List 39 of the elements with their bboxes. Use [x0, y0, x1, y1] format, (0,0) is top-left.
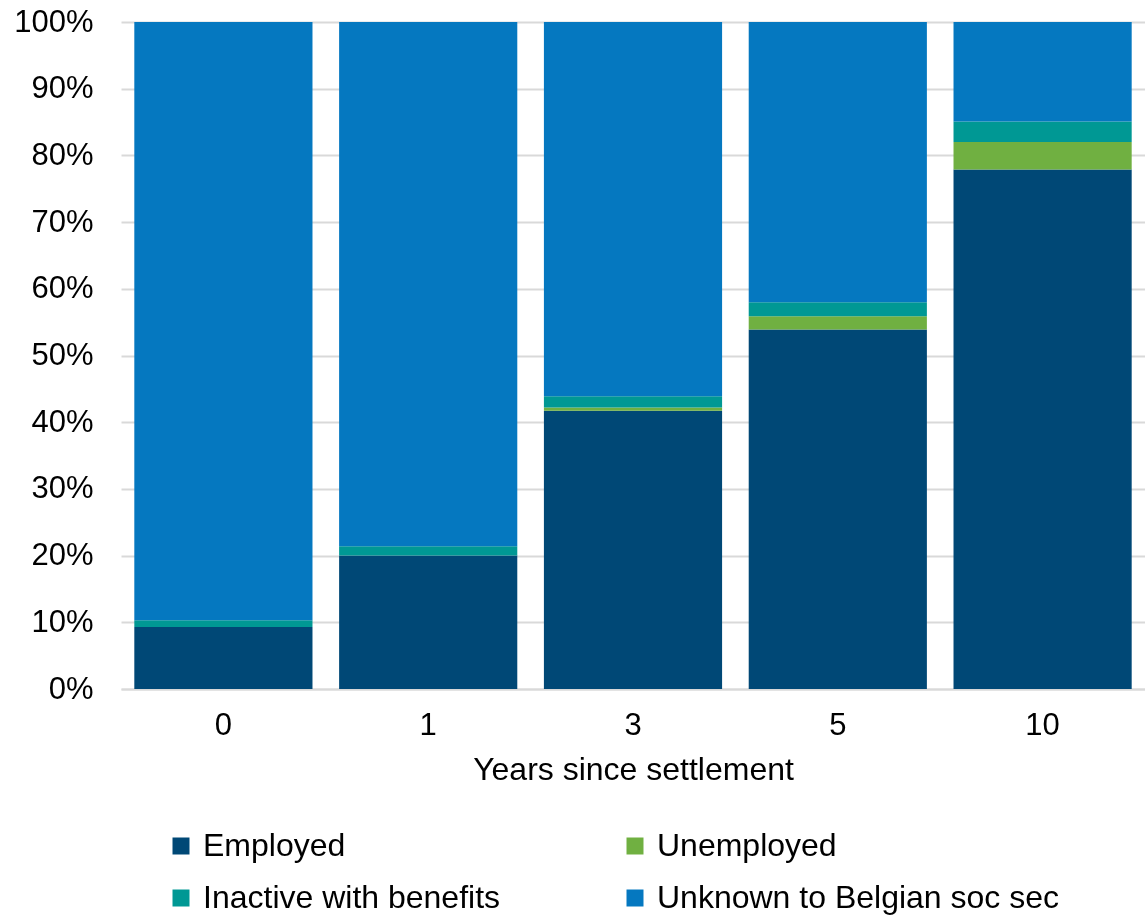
- bar: [134, 22, 313, 621]
- y-tick-label: 10%: [31, 603, 94, 639]
- y-tick-label: 30%: [31, 470, 94, 506]
- y-tick-label: 20%: [31, 537, 94, 573]
- y-tick-label: 100%: [14, 3, 94, 39]
- y-tick-label: 40%: [31, 403, 94, 439]
- bar: [953, 121, 1132, 143]
- bar: [339, 555, 518, 689]
- bar: [543, 22, 723, 397]
- x-axis-title: Years since settlement: [473, 750, 794, 787]
- bar: [339, 22, 518, 547]
- x-tick-label: 10: [1025, 706, 1060, 742]
- bar: [748, 316, 927, 330]
- x-tick-label: 3: [624, 706, 642, 742]
- x-tick-label: 0: [214, 706, 233, 742]
- bar: [748, 22, 927, 303]
- bar: [953, 22, 1132, 122]
- legend-label: Unemployed: [657, 827, 837, 863]
- y-tick-label: 60%: [31, 270, 94, 306]
- bar: [134, 620, 313, 627]
- x-tick-label: 5: [829, 706, 847, 742]
- bar: [134, 626, 313, 689]
- bar: [543, 396, 723, 408]
- legend-label: Inactive with benefits: [203, 879, 501, 915]
- legend-label: Unknown to Belgian soc sec: [657, 879, 1059, 915]
- bar: [339, 546, 518, 556]
- bar: [748, 329, 927, 689]
- y-tick-label: 90%: [31, 70, 94, 106]
- y-tick-label: 70%: [31, 203, 94, 239]
- y-tick-label: 0%: [48, 670, 94, 706]
- y-tick-label: 50%: [31, 337, 94, 372]
- x-tick-label: 1: [419, 706, 437, 742]
- bar: [748, 302, 927, 317]
- bar: [543, 407, 723, 411]
- bar: [543, 410, 723, 689]
- y-tick-label: 80%: [31, 136, 94, 172]
- bar: [953, 169, 1132, 689]
- legend-label: Employed: [203, 827, 346, 863]
- bar: [953, 142, 1132, 170]
